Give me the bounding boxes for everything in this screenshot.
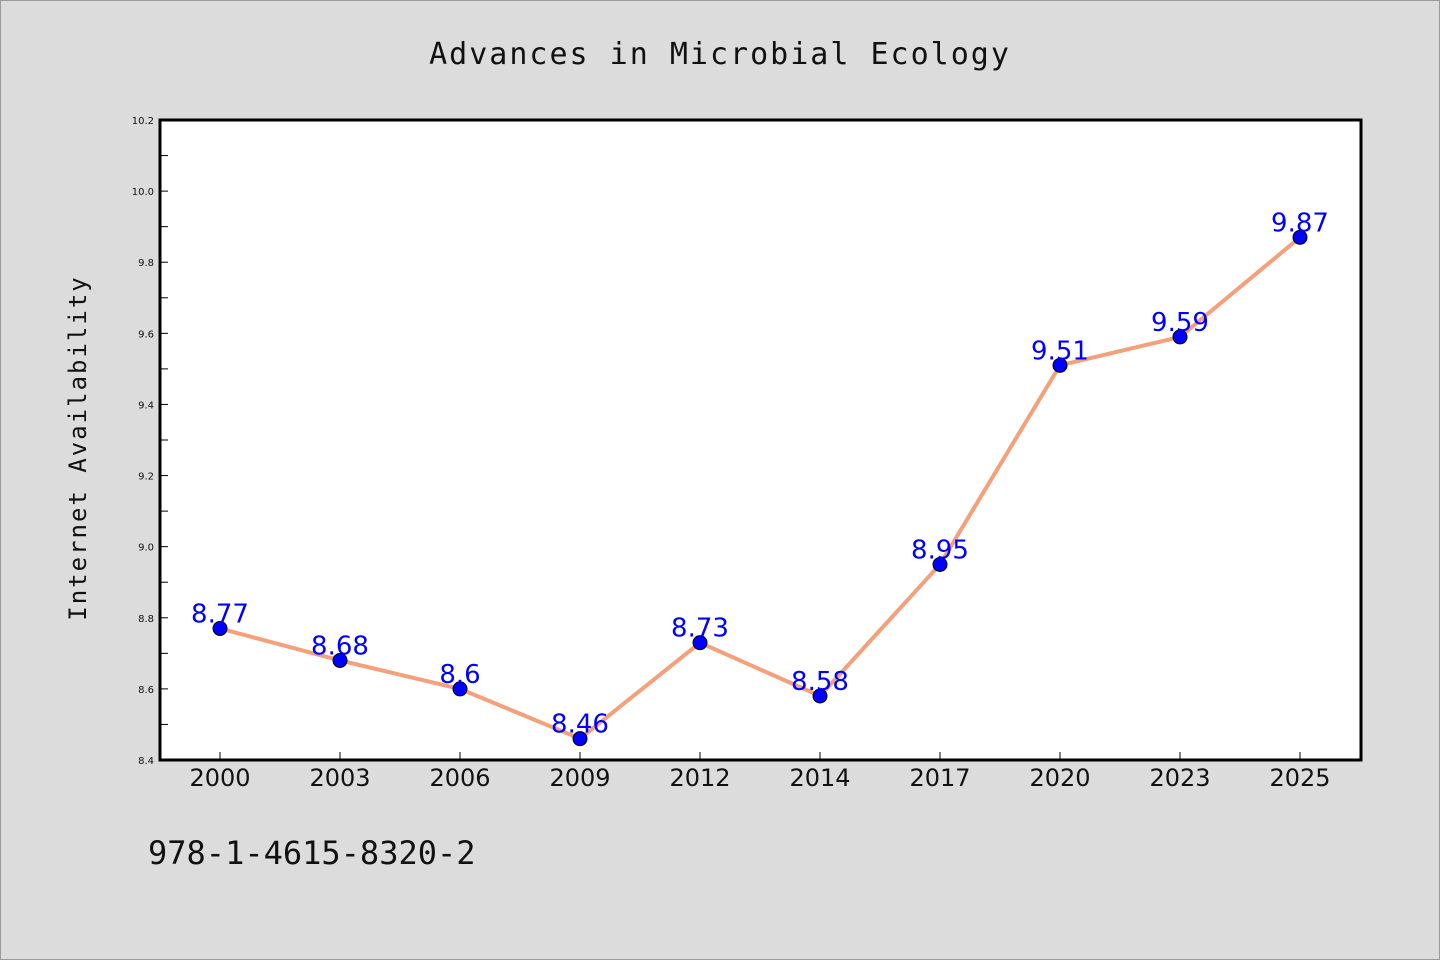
x-tick-label: 2017 <box>909 764 970 792</box>
data-point-marker <box>332 652 348 668</box>
data-point-marker <box>1052 357 1068 373</box>
data-label: 9.87 <box>1271 208 1329 238</box>
data-point-marker <box>1172 329 1188 345</box>
data-point-marker <box>692 635 708 651</box>
isbn-annotation: 978-1-4615-8320-2 <box>148 834 476 872</box>
y-tick-label: 9.6 <box>138 329 154 340</box>
series-line <box>218 235 1302 741</box>
y-tick-label: 8.4 <box>138 756 154 767</box>
x-tick-label: 2020 <box>1029 764 1090 792</box>
data-label: 9.51 <box>1031 336 1089 366</box>
data-point-marker <box>812 688 828 704</box>
data-point-marker <box>572 731 588 747</box>
x-tick-label: 2023 <box>1149 764 1210 792</box>
x-tick-label: 2025 <box>1269 764 1330 792</box>
y-tick-label: 8.6 <box>138 685 154 696</box>
y-tick-label: 10.2 <box>132 116 154 127</box>
data-label: 8.58 <box>791 667 849 697</box>
data-labels: 8.77 8.68 8.6 8.46 8.73 8.58 8.95 9.51 9.59 9.87 <box>191 208 1329 739</box>
y-axis-label: Internet Availability <box>64 275 92 620</box>
chart-title: Advances in Microbial Ecology <box>429 37 1011 72</box>
x-tick-label: 2014 <box>789 764 850 792</box>
data-series <box>212 229 1308 747</box>
data-label: 8.77 <box>191 599 249 629</box>
data-label: 8.6 <box>439 660 480 690</box>
data-point-marker <box>932 556 948 572</box>
x-tick-label: 2009 <box>549 764 610 792</box>
data-point-marker <box>1292 229 1308 245</box>
plot-area <box>160 120 1361 760</box>
x-tick-label: 2000 <box>189 764 250 792</box>
plot-border <box>158 118 1363 762</box>
data-label: 8.46 <box>551 710 609 740</box>
x-tick-label: 2012 <box>669 764 730 792</box>
data-label: 8.73 <box>671 614 729 644</box>
data-point-marker <box>212 620 228 636</box>
y-tick-label: 9.4 <box>138 400 154 411</box>
x-axis: 2000 2003 2006 2009 2012 2014 2017 2020 2023 2025 <box>189 752 1331 792</box>
data-label: 9.59 <box>1151 308 1209 338</box>
x-tick-label: 2003 <box>309 764 370 792</box>
y-tick-label: 9.2 <box>138 472 154 483</box>
y-tick-label: 8.8 <box>138 614 154 625</box>
data-point-marker <box>452 681 468 697</box>
data-label: 8.95 <box>911 535 969 565</box>
y-tick-label: 9.8 <box>138 258 154 269</box>
x-tick-label: 2006 <box>429 764 490 792</box>
data-label: 8.68 <box>311 631 369 661</box>
y-tick-label: 9.0 <box>138 543 154 554</box>
y-tick-label: 10.0 <box>132 187 154 198</box>
